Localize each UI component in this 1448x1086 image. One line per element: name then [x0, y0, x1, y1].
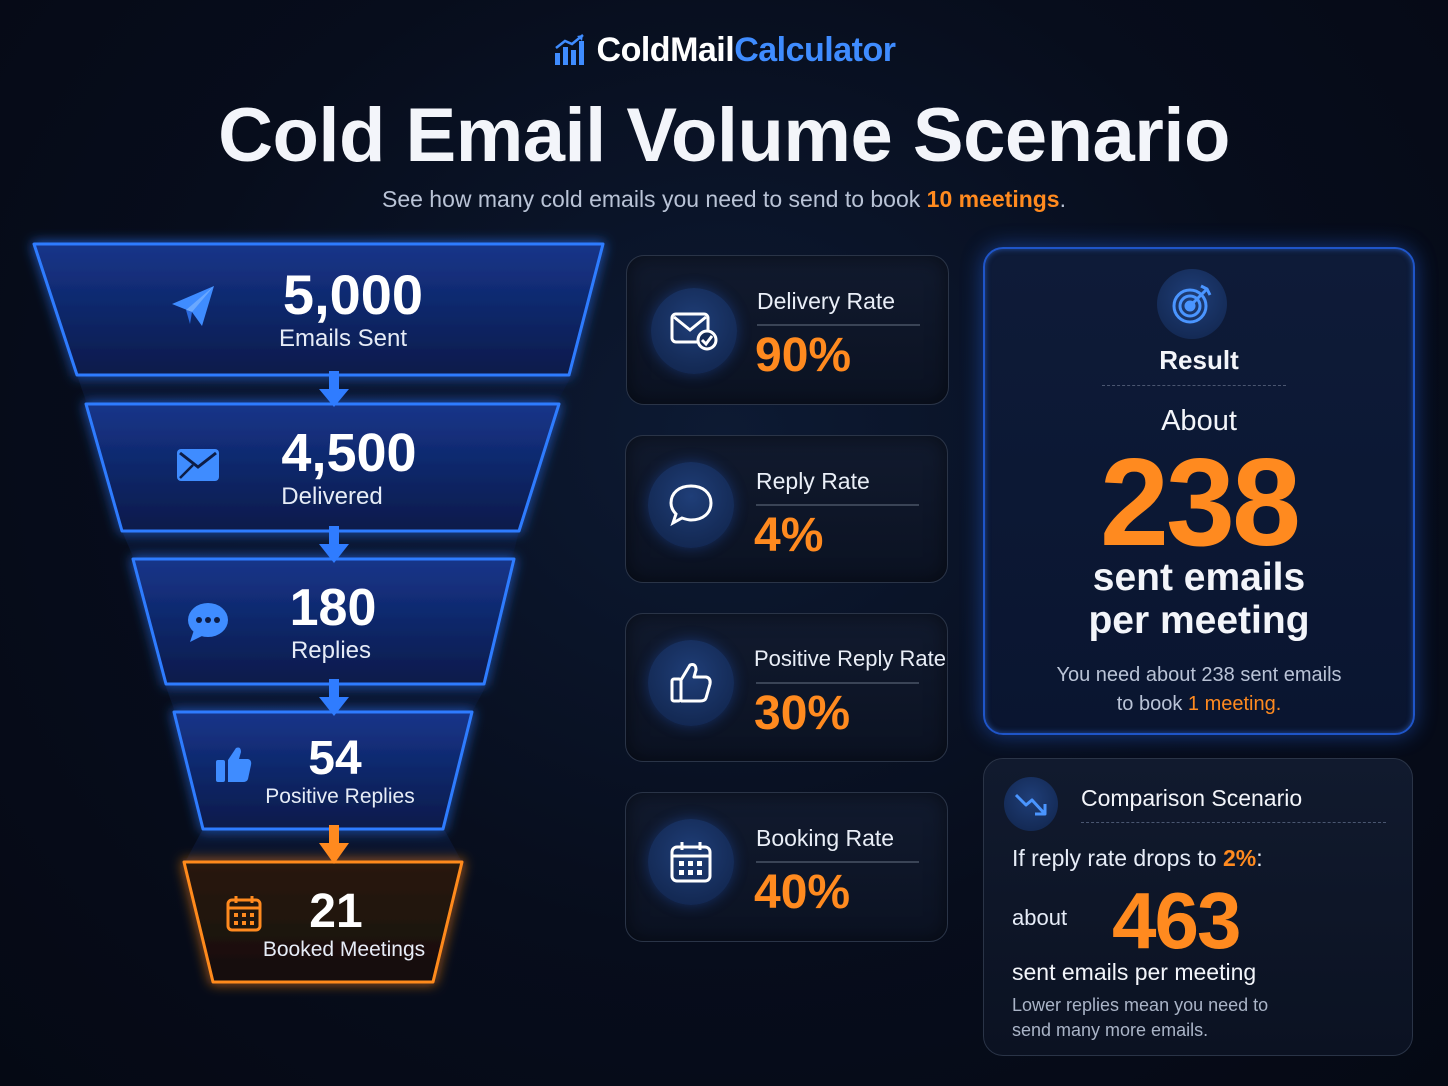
- metric-label: Delivery Rate: [757, 288, 896, 314]
- target-icon: [1172, 284, 1212, 324]
- divider: [1102, 385, 1286, 386]
- funnel-connector: [165, 684, 487, 712]
- comparison-title: Comparison Scenario: [1081, 785, 1303, 811]
- brand-logo: ColdMailCalculator: [0, 28, 1448, 72]
- comparison-panel: Comparison Scenario If reply rate drops …: [983, 758, 1413, 1056]
- envelope-check-icon: [670, 312, 718, 351]
- divider: [1081, 822, 1386, 823]
- metric-value: 4%: [754, 509, 824, 562]
- envelope-icon: [177, 449, 219, 481]
- stage-value-replies: 180: [289, 579, 377, 637]
- funnel-connector: [77, 375, 572, 404]
- divider: [756, 682, 919, 684]
- comparison-about: about: [1012, 905, 1068, 930]
- result-panel: Result About 238 sent emails per meeting…: [983, 247, 1415, 735]
- stage-label-delivered: Delivered: [281, 483, 383, 510]
- comparison-unit: sent emails per meeting: [1012, 959, 1257, 985]
- metric-value: 40%: [754, 866, 851, 919]
- stage-label-emails-sent: Emails Sent: [278, 325, 408, 352]
- arrow-down-icon: [319, 526, 349, 563]
- metric-label: Positive Reply Rate: [754, 646, 946, 671]
- arrow-down-icon: [319, 825, 349, 864]
- trending-down-icon: [1014, 793, 1047, 816]
- comparison-number: 463: [1112, 876, 1241, 965]
- comparison-condition: If reply rate drops to 2%:: [1012, 845, 1263, 871]
- arrow-down-icon: [319, 371, 349, 407]
- stage-label-positive-replies: Positive Replies: [265, 785, 415, 808]
- stage-label-booked-meetings: Booked Meetings: [262, 938, 426, 961]
- metric-label: Reply Rate: [756, 468, 870, 494]
- brand-name: ColdMailCalculator: [596, 30, 896, 69]
- result-number: 238: [1100, 434, 1301, 572]
- subtitle-highlight: 10 meetings: [926, 186, 1060, 212]
- stage-value-emails-sent: 5,000: [282, 263, 424, 326]
- comparison-note: Lower replies mean you need to send many…: [1012, 995, 1269, 1040]
- funnel-connector: [185, 829, 462, 862]
- chat-bubble-icon: [669, 484, 713, 527]
- chat-bubble-icon: [188, 603, 228, 642]
- result-note: You need about 238 sent emails to book 1…: [1056, 664, 1342, 715]
- stage-value-positive-replies: 54: [308, 732, 362, 785]
- thumbs-up-icon: [670, 663, 712, 703]
- thumbs-up-icon: [216, 747, 252, 782]
- result-title: Result: [1159, 345, 1239, 375]
- stage-value-delivered: 4,500: [281, 423, 417, 483]
- result-unit: sent emails per meeting: [1088, 556, 1310, 642]
- page-subtitle: See how many cold emails you need to sen…: [381, 186, 1066, 212]
- funnel-connector: [122, 531, 519, 559]
- stage-label-replies: Replies: [290, 637, 372, 664]
- divider: [756, 504, 919, 506]
- calendar-icon: [670, 842, 712, 883]
- metric-card-booking-rate: Booking Rate 40%: [625, 792, 948, 942]
- metric-label: Booking Rate: [756, 825, 895, 851]
- metric-card-positive-reply-rate: Positive Reply Rate 30%: [625, 613, 948, 762]
- metric-value: 90%: [755, 329, 852, 382]
- divider: [756, 861, 919, 863]
- divider: [757, 324, 920, 326]
- paper-plane-icon: [172, 286, 214, 326]
- comparison-highlight: 2%: [1222, 845, 1257, 871]
- bar-chart-icon: [554, 34, 584, 65]
- metric-card-reply-rate: Reply Rate 4%: [625, 435, 948, 583]
- metric-value: 30%: [754, 687, 851, 740]
- arrow-down-icon: [319, 679, 349, 716]
- stage-value-booked-meetings: 21: [309, 885, 363, 938]
- result-note-highlight: 1 meeting.: [1187, 693, 1282, 715]
- page-title: Cold Email Volume Scenario: [218, 93, 1230, 178]
- metric-card-delivery-rate: Delivery Rate 90%: [626, 255, 949, 405]
- result-about: About: [1161, 405, 1237, 437]
